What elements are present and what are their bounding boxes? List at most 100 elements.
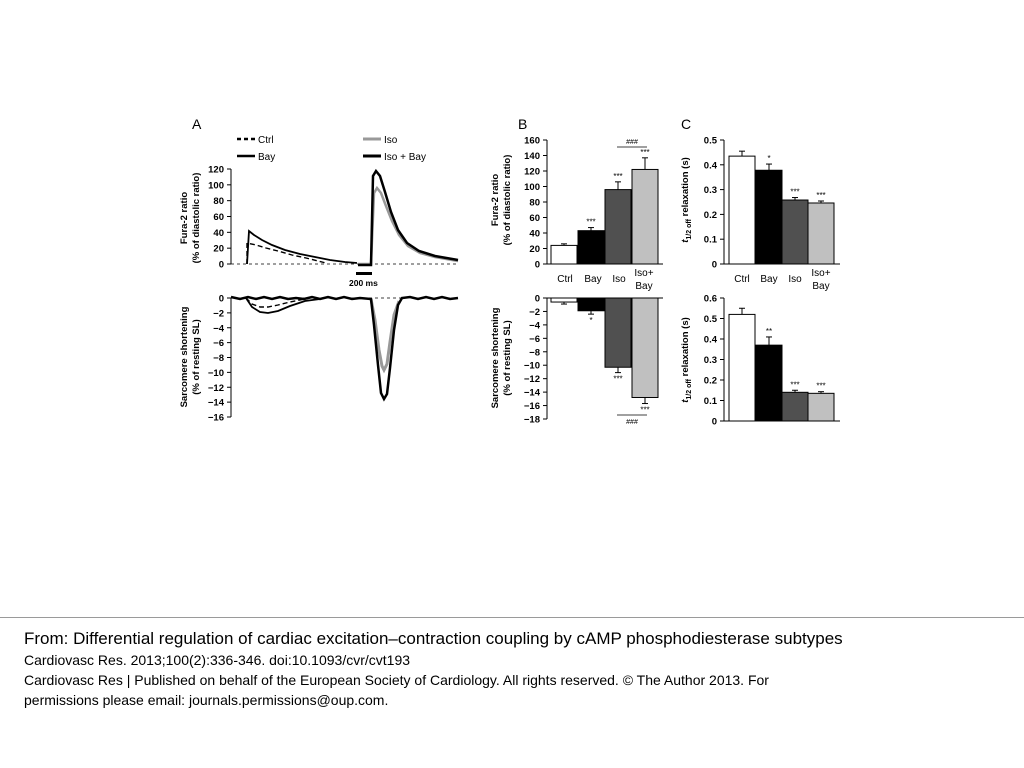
c-top-bar-bay [755,169,783,265]
c-bottom-ytick-label: 0.2 [704,376,717,387]
b-bottom-bar-bay [577,297,605,312]
c-bottom-bar-iso [781,391,809,422]
c-top-sig-bay: * [767,154,770,163]
c-top-bar-iso-bay [807,202,835,265]
chart-b-top: Fura-2 ratio (% of diastolic ratio) 0 20 4… [490,136,663,292]
a-top-ytick-label: 20 [213,244,224,255]
a-bottom-ytick-label: −10 [208,368,224,379]
rights-line-1: Cardiovasc Res | Published on behalf of … [24,672,769,688]
c-bottom-ylabel-t: t [680,399,691,403]
c-top-ytick-label: 0.3 [704,185,717,196]
b-top-sig-bay: *** [586,218,595,227]
source-title: From: Differential regulation of cardiac… [24,629,843,648]
a-bottom-ytick-label: 0 [219,294,224,305]
scale-bar-label: 200 ms [349,278,378,288]
b-bottom-ytick-label: −12 [524,374,540,385]
panel-label-a: A [192,116,202,132]
a-bottom-ytick-label: −6 [213,338,224,349]
b-top-bar-bay [577,230,605,265]
a-top-ylabel-1: Fura-2 ratio [179,192,190,244]
c-top-bar-iso [781,199,809,265]
a-top-ytick-label: 60 [213,212,224,223]
c-bottom-ytick-label: 0.5 [704,314,718,325]
a-bottom-ytick-label: −2 [213,308,224,319]
b-bottom-bar-ctrl [550,297,578,303]
a-bottom-trace-bay [245,297,321,314]
b-top-ytick-label: 0 [535,260,540,271]
b-top-sig-iso: *** [613,172,622,181]
b-top-ytick-label: 100 [524,182,540,193]
c-bottom-ytick-label: 0.3 [704,355,717,366]
c-xtick-iso-bay-1: Iso+ [811,268,830,279]
chart-a-top: Fura-2 ratio (% of diastolic ratio) 0 20 4… [179,165,459,288]
a-top-ylabel-2: (% of diastolic ratio) [191,173,202,264]
b-top-ytick-label: 80 [529,198,540,209]
panel-label-c: C [681,116,691,132]
b-xtick-iso: Iso [612,274,626,285]
c-top-ytick-label: 0.2 [704,210,717,221]
citation: Cardiovasc Res. 2013;100(2):336-346. doi… [24,652,411,668]
c-top-ylabel: t1/2 off relaxation (s) [680,157,693,243]
a-top-trace-ctrl [246,242,327,264]
b-top-ytick-label: 20 [529,244,540,255]
b-top-ytick-label: 160 [524,136,540,147]
b-bottom-ytick-label: −10 [524,361,540,372]
b-bottom-ylabel-2: (% of resting SL) [502,320,513,395]
c-bottom-ytick-label: 0.4 [704,335,718,346]
c-bottom-ytick-label: 0 [712,417,717,428]
panel-label-b: B [518,116,527,132]
c-bottom-bar-bay [755,344,783,422]
a-top-ytick-label: 120 [208,165,224,176]
b-xtick-iso-bay-1: Iso+ [634,268,653,279]
b-bottom-bar-iso-bay [631,297,659,398]
b-top-ylabel-1: Fura-2 ratio [490,174,501,226]
b-top-ytick-label: 60 [529,213,540,224]
b-bottom-sig-iso: *** [613,375,622,384]
chart-c-bottom: t1/2 off relaxation (s) 0 0.1 0.2 0.3 0.4 0.5… [680,294,840,428]
chart-a-bottom: Sarcomere shortening (% of resting SL) 0… [179,294,459,424]
b-bottom-ytick-label: −16 [524,401,540,412]
a-bottom-trace-iso-bay [230,295,459,402]
a-bottom-trace-iso [369,298,401,374]
b-bottom-ylabel-1: Sarcomere shortening [490,307,501,408]
chart-c-top: t1/2 off relaxation (s) 0 0.1 0.2 0.3 0.4 0.5… [680,136,840,292]
c-top-bar-ctrl [728,155,756,265]
b-top-sig-bracket-label: ### [626,139,638,146]
legend: Ctrl Bay Iso Iso + Bay [237,135,426,163]
b-bottom-sig-bracket-label: ### [626,419,638,426]
figure: A B C Ctrl Bay Iso Iso + Bay Fura-2 rati… [179,116,840,428]
b-top-ytick-label: 40 [529,229,540,240]
b-bottom-sig-iso-bay: *** [640,406,649,415]
legend-iso-label: Iso [384,135,398,146]
c-bottom-ylabel-rest: relaxation (s) [680,317,691,379]
c-bottom-sig-bay: ** [766,327,772,336]
a-top-ytick-label: 40 [213,228,224,239]
a-bottom-trace-ctrl [245,297,306,308]
b-bottom-ytick-label: −4 [529,320,541,331]
a-bottom-ytick-label: −12 [208,383,224,394]
c-xtick-iso: Iso [788,274,802,285]
b-bottom-ytick-label: −18 [524,415,540,426]
a-top-trace-bay [246,229,358,265]
b-xtick-bay: Bay [584,274,601,285]
a-bottom-ytick-label: −4 [213,323,225,334]
a-top-ytick-label: 80 [213,196,224,207]
chart-b-bottom: Sarcomere shortening (% of resting SL) 0… [490,294,663,426]
a-bottom-ylabel-1: Sarcomere shortening [179,306,190,407]
c-top-ytick-label: 0.4 [704,160,718,171]
a-top-ytick-label: 0 [219,260,224,271]
a-bottom-ytick-label: −8 [213,353,224,364]
b-top-bar-ctrl [550,244,578,265]
c-bottom-bar-iso-bay [807,392,835,422]
c-bottom-bar-ctrl [728,313,756,422]
b-xtick-iso-bay-2: Bay [635,281,652,292]
scale-bar [356,272,372,275]
c-bottom-sig-iso-bay: *** [816,382,825,391]
c-top-ytick-label: 0 [712,260,717,271]
b-top-bar-iso-bay [631,168,659,265]
c-top-ytick-label: 0.1 [704,235,718,246]
b-xtick-ctrl: Ctrl [557,274,573,285]
b-bottom-ytick-label: −8 [529,347,540,358]
c-top-ytick-label: 0.5 [704,136,718,147]
citation-footer: From: Differential regulation of cardiac… [0,617,1024,768]
